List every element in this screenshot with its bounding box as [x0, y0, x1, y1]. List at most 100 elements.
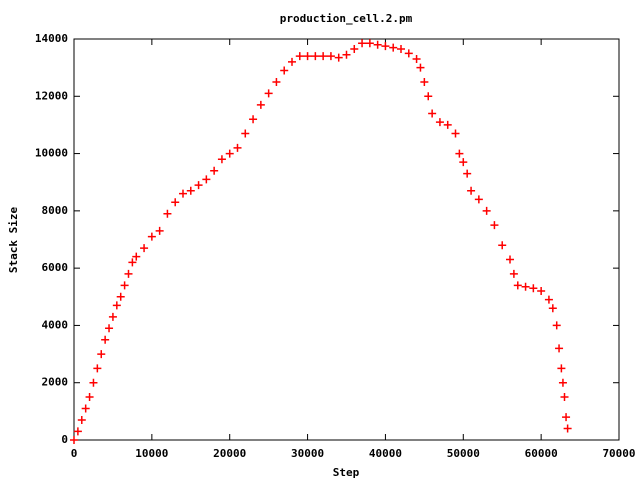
point	[459, 158, 468, 167]
point	[155, 226, 164, 235]
point	[412, 55, 421, 64]
x-tick-label: 0	[71, 447, 78, 460]
point	[373, 40, 382, 49]
y-tick-label: 14000	[35, 32, 68, 45]
point	[548, 304, 557, 313]
y-tick-label: 0	[61, 433, 68, 446]
point	[89, 378, 98, 387]
y-axis-label: Stack Size	[7, 207, 20, 274]
point	[108, 312, 117, 321]
point	[77, 415, 86, 424]
point	[509, 269, 518, 278]
x-tick-label: 40000	[369, 447, 402, 460]
point	[147, 232, 156, 241]
point	[557, 364, 566, 373]
point	[264, 89, 273, 98]
x-tick-label: 60000	[525, 447, 558, 460]
point	[342, 50, 351, 59]
x-tick-label: 30000	[291, 447, 324, 460]
point	[555, 344, 564, 353]
point	[171, 198, 180, 207]
point	[85, 393, 94, 402]
point	[552, 321, 561, 330]
point	[463, 169, 472, 178]
point	[101, 335, 110, 344]
x-tick-label: 10000	[135, 447, 168, 460]
point	[280, 66, 289, 75]
point	[202, 175, 211, 184]
point	[163, 209, 172, 218]
point	[560, 393, 569, 402]
point	[424, 92, 433, 101]
point	[140, 244, 149, 253]
point	[256, 100, 265, 109]
point	[326, 52, 335, 61]
point	[249, 115, 258, 124]
point	[389, 43, 398, 52]
x-tick-label: 50000	[447, 447, 480, 460]
point	[93, 364, 102, 373]
point	[128, 258, 137, 267]
plot-frame	[73, 38, 620, 441]
point	[288, 57, 296, 66]
point	[73, 427, 82, 436]
x-tick-label: 20000	[213, 447, 246, 460]
point	[116, 292, 125, 301]
point	[544, 295, 553, 304]
point	[521, 282, 530, 291]
point	[97, 350, 106, 359]
point	[179, 189, 187, 198]
point	[124, 269, 133, 278]
point	[474, 195, 483, 204]
y-tick-label: 2000	[42, 376, 69, 389]
point	[358, 39, 367, 48]
y-tick-label: 8000	[42, 204, 69, 217]
point	[420, 77, 429, 86]
x-tick-label: 70000	[602, 447, 635, 460]
point	[112, 301, 121, 310]
point	[194, 181, 203, 190]
point	[416, 63, 425, 72]
point	[241, 129, 250, 138]
point	[563, 424, 572, 433]
point	[272, 77, 281, 86]
point	[537, 287, 546, 296]
point	[482, 206, 491, 215]
point	[490, 221, 499, 230]
point	[365, 39, 374, 48]
y-tick-label: 4000	[42, 318, 69, 331]
x-axis-label: Step	[333, 466, 360, 479]
point	[513, 281, 522, 290]
point	[295, 52, 304, 61]
point	[506, 255, 514, 264]
point	[397, 45, 405, 54]
chart-title: production_cell.2.pm	[280, 12, 413, 25]
point	[225, 149, 234, 158]
point	[70, 436, 78, 444]
point	[467, 186, 476, 195]
point	[120, 281, 129, 290]
point	[233, 143, 242, 152]
point	[81, 404, 90, 413]
y-tick-label: 10000	[35, 147, 68, 160]
point	[210, 166, 219, 175]
point	[451, 129, 460, 138]
point	[558, 378, 567, 387]
point	[498, 241, 507, 250]
point	[455, 149, 464, 158]
point	[319, 52, 328, 61]
point	[381, 42, 390, 51]
point	[435, 118, 444, 127]
point	[562, 413, 571, 422]
point	[443, 120, 452, 129]
point	[186, 186, 195, 195]
point	[217, 155, 226, 164]
point	[334, 53, 343, 62]
y-tick-label: 12000	[35, 89, 68, 102]
point	[529, 284, 538, 293]
point	[105, 324, 114, 333]
point	[303, 52, 312, 61]
y-tick-label: 6000	[42, 261, 69, 274]
